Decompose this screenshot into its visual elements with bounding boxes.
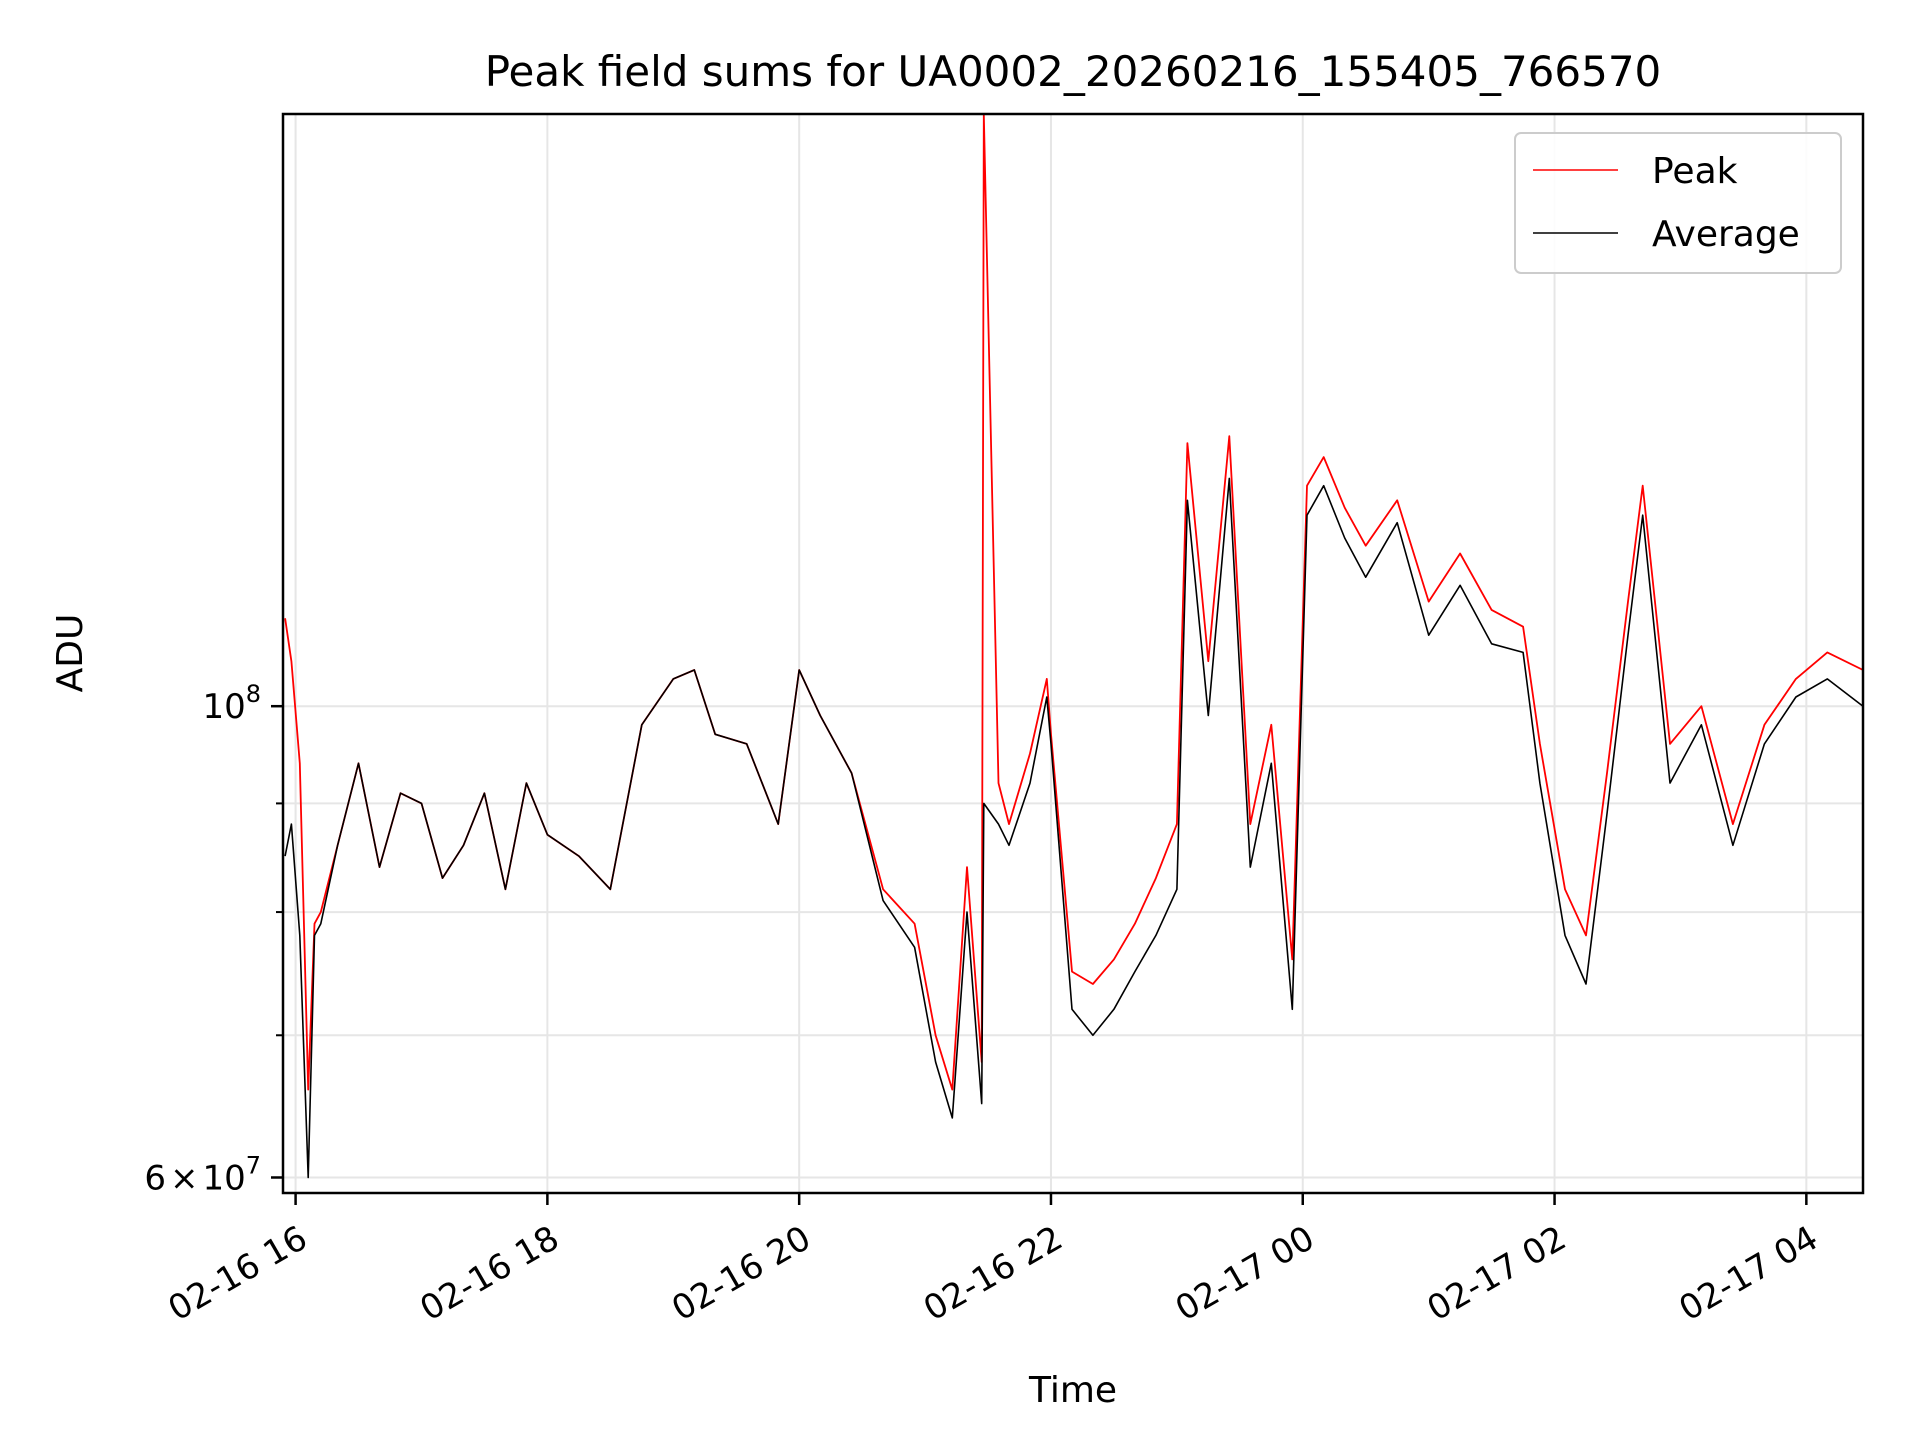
y-axis-label: ADU [50,614,91,693]
y-tick-label: 108 [202,680,261,727]
plot-area [281,112,1865,1195]
x-tick-label: 02-16 22 [917,1218,1069,1329]
x-tick-label: 02-17 02 [1421,1218,1573,1329]
x-tick-label: 02-16 16 [162,1218,314,1329]
legend-label-average: Average [1652,214,1800,255]
legend-box [1514,132,1842,274]
x-tick-label: 02-16 18 [413,1218,565,1329]
series-line-average [284,477,1863,1179]
x-axis: 02-16 16 02-16 18 02-16 20 02-16 22 02-17 00… [162,1193,1825,1329]
legend-label-peak: Peak [1652,151,1738,192]
x-axis-label: Time [1028,1370,1117,1411]
y-tick-label: 6 × 107 [144,1151,261,1198]
chart-title: Peak field sums for UA0002_20260216_1554… [485,47,1662,96]
y-axis: 6 × 107 108 [144,680,283,1198]
legend: Peak Average [1514,132,1842,274]
x-tick-label: 02-16 20 [665,1218,817,1329]
x-tick-label: 02-17 04 [1672,1218,1824,1329]
x-tick-label: 02-17 00 [1169,1218,1321,1329]
series-lines [284,114,1863,1179]
